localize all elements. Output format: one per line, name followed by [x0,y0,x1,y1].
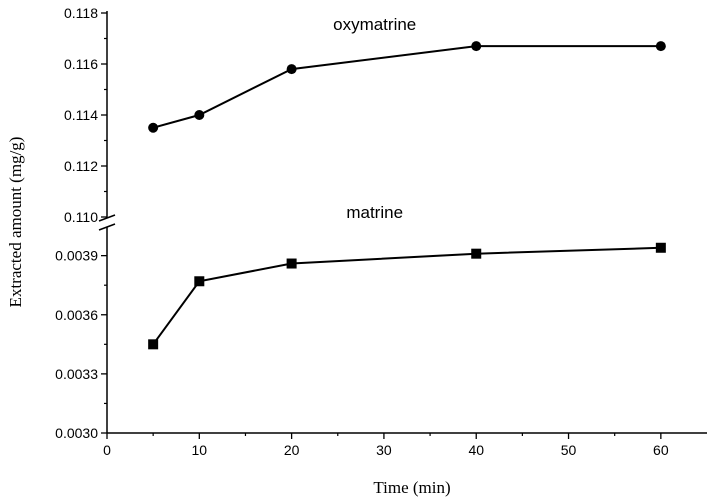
matrine-point [148,339,159,350]
y-tick-label: 0.0030 [55,425,98,441]
y-tick-label: 0.114 [64,107,98,123]
oxymatrine-label: oxymatrine [333,15,416,34]
x-tick-label: 60 [653,442,669,458]
oxymatrine-point [286,64,297,75]
oxymatrine-point [655,41,666,52]
y-tick-label: 0.112 [64,158,98,174]
x-tick-label: 20 [284,442,300,458]
y-tick-label: 0.0039 [55,248,98,264]
y-tick-label: 0.116 [64,56,98,72]
oxymatrine-point [194,110,205,120]
oxymatrine-point [148,122,159,133]
axes: 0 10 20 30 40 50 60 0.110 0.112 0.114 0.116 0.118 0.… [55,5,707,458]
matrine-point [655,242,666,253]
y-tick-label: 0.118 [64,5,98,21]
axis-break-mark [98,214,116,222]
matrine-point [471,248,482,259]
matrine-label: matrine [346,203,403,222]
x-tick-label: 0 [103,442,111,458]
x-tick-label: 30 [376,442,392,458]
x-axis-title: Time (min) [373,478,450,497]
y-tick-label: 0.0036 [55,307,98,323]
axis-break-mark [98,223,116,231]
oxymatrine-point [471,41,482,52]
y-axis-title: Extracted amount (mg/g) [6,137,25,308]
oxymatrine-line [152,45,661,129]
series-layer: oxymatrine matrine [148,15,666,350]
x-tick-label: 10 [192,442,208,458]
y-tick-label: 0.110 [64,209,98,225]
matrine-line [152,246,661,345]
matrine-point [286,258,297,269]
matrine-point [194,276,205,287]
x-tick-label: 40 [468,442,484,458]
y-tick-label: 0.0033 [55,366,98,382]
x-tick-label: 50 [561,442,577,458]
